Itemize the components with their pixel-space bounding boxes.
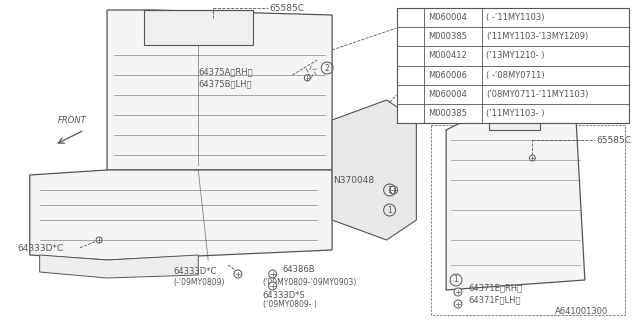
Text: 64375A〈RH〉: 64375A〈RH〉: [198, 68, 253, 76]
Circle shape: [234, 270, 242, 278]
Text: M060006: M060006: [428, 71, 467, 80]
Circle shape: [454, 300, 462, 308]
Circle shape: [96, 237, 102, 243]
Text: 64375B〈LH〉: 64375B〈LH〉: [198, 79, 252, 89]
Text: M060004: M060004: [428, 90, 467, 99]
Text: 64386B: 64386B: [282, 266, 315, 275]
Polygon shape: [40, 255, 198, 278]
Text: 1: 1: [387, 186, 392, 195]
Circle shape: [269, 282, 276, 290]
Polygon shape: [332, 100, 417, 240]
Text: M000385: M000385: [428, 109, 467, 118]
Text: (’11MY1103-’13MY1209): (’11MY1103-’13MY1209): [486, 32, 588, 41]
Text: 64371F〈LH〉: 64371F〈LH〉: [468, 295, 520, 305]
Circle shape: [529, 155, 535, 161]
Text: 2: 2: [324, 63, 330, 73]
Polygon shape: [29, 170, 332, 260]
Text: (’13MY1210- ): (’13MY1210- ): [486, 52, 544, 60]
Text: FRONT: FRONT: [58, 116, 86, 124]
Circle shape: [305, 75, 310, 81]
Text: 64371E〈RH〉: 64371E〈RH〉: [468, 284, 522, 292]
Text: A641001300: A641001300: [555, 308, 609, 316]
Text: (’11MY1103- ): (’11MY1103- ): [486, 109, 544, 118]
Text: 64333D*S: 64333D*S: [262, 291, 305, 300]
Text: ( -’08MY0711): ( -’08MY0711): [486, 71, 545, 80]
Text: M060004: M060004: [428, 13, 467, 22]
Circle shape: [269, 270, 276, 278]
Text: 1: 1: [387, 205, 392, 214]
Text: ( -’11MY1103): ( -’11MY1103): [486, 13, 544, 22]
Text: 1: 1: [454, 276, 458, 284]
Text: 64333D*C: 64333D*C: [18, 244, 64, 252]
Text: (’09MY0809-’09MY0903): (’09MY0809-’09MY0903): [262, 277, 357, 286]
Text: N370048: N370048: [333, 175, 375, 185]
Text: 65585C: 65585C: [596, 135, 632, 145]
Polygon shape: [489, 100, 540, 130]
Text: (’09MY0809- ): (’09MY0809- ): [262, 300, 317, 309]
Text: 64333D*C: 64333D*C: [173, 268, 217, 276]
Text: 1: 1: [408, 13, 413, 22]
Text: 65585C: 65585C: [269, 4, 305, 12]
Polygon shape: [446, 100, 585, 290]
Text: 2: 2: [408, 90, 413, 99]
Circle shape: [454, 288, 462, 296]
Text: (-’09MY0809): (-’09MY0809): [173, 277, 225, 286]
Text: (’08MY0711-’11MY1103): (’08MY0711-’11MY1103): [486, 90, 588, 99]
Circle shape: [390, 186, 397, 194]
Text: M000412: M000412: [428, 52, 467, 60]
Bar: [397, 8, 630, 123]
Text: M000385: M000385: [428, 32, 467, 41]
Polygon shape: [144, 10, 253, 45]
Polygon shape: [107, 10, 332, 170]
